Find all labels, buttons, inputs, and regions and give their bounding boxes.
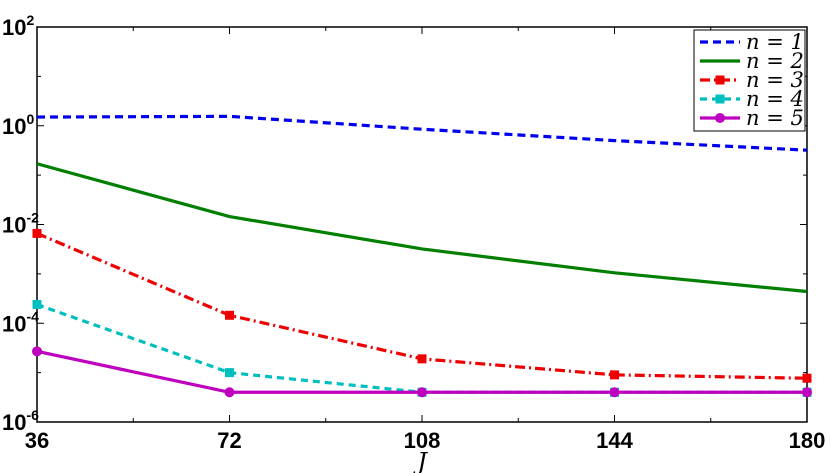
data-point [715, 113, 725, 123]
data-point [224, 387, 235, 398]
x-tick-label: 180 [789, 428, 826, 453]
data-point [715, 75, 725, 85]
data-point [610, 370, 619, 380]
series-1 [36, 114, 808, 152]
legend-box [693, 29, 806, 132]
legend-label: n = 3 [746, 68, 804, 92]
data-point [802, 387, 812, 398]
data-point [715, 94, 725, 104]
legend: n = 1n = 2n = 3n = 4n = 5 [693, 29, 806, 132]
data-point [609, 387, 620, 398]
series-2 [36, 162, 808, 294]
series-3 [32, 228, 812, 383]
legend-label: n = 4 [746, 87, 804, 111]
legend-label: n = 2 [746, 49, 804, 73]
data-point [32, 346, 42, 357]
y-tick-label: 102 [2, 12, 34, 40]
y-tick-label: 10-6 [2, 407, 39, 435]
series-line [36, 114, 808, 152]
ticks: 36 72 108 144 180 10-6 10-4 10-2 100 102 [2, 12, 825, 453]
y-tick-label: 10-2 [2, 210, 39, 238]
series-5 [32, 346, 812, 398]
series-line [36, 162, 808, 294]
x-tick-label: 108 [404, 428, 441, 453]
data-point [417, 354, 427, 364]
data-point [225, 310, 234, 320]
data-point [802, 373, 812, 383]
data-point [225, 368, 234, 378]
x-tick-label: 72 [217, 428, 241, 453]
series-layer [32, 114, 812, 398]
legend-label: n = 1 [746, 30, 804, 54]
data-point [417, 387, 427, 398]
y-tick-label: 10-4 [2, 308, 39, 336]
data-point [32, 228, 42, 238]
x-tick-label: 36 [25, 428, 49, 453]
x-tick-label: 144 [596, 428, 633, 453]
y-tick-label: 100 [2, 111, 34, 139]
legend-label: n = 5 [746, 106, 804, 130]
data-point [32, 299, 42, 309]
